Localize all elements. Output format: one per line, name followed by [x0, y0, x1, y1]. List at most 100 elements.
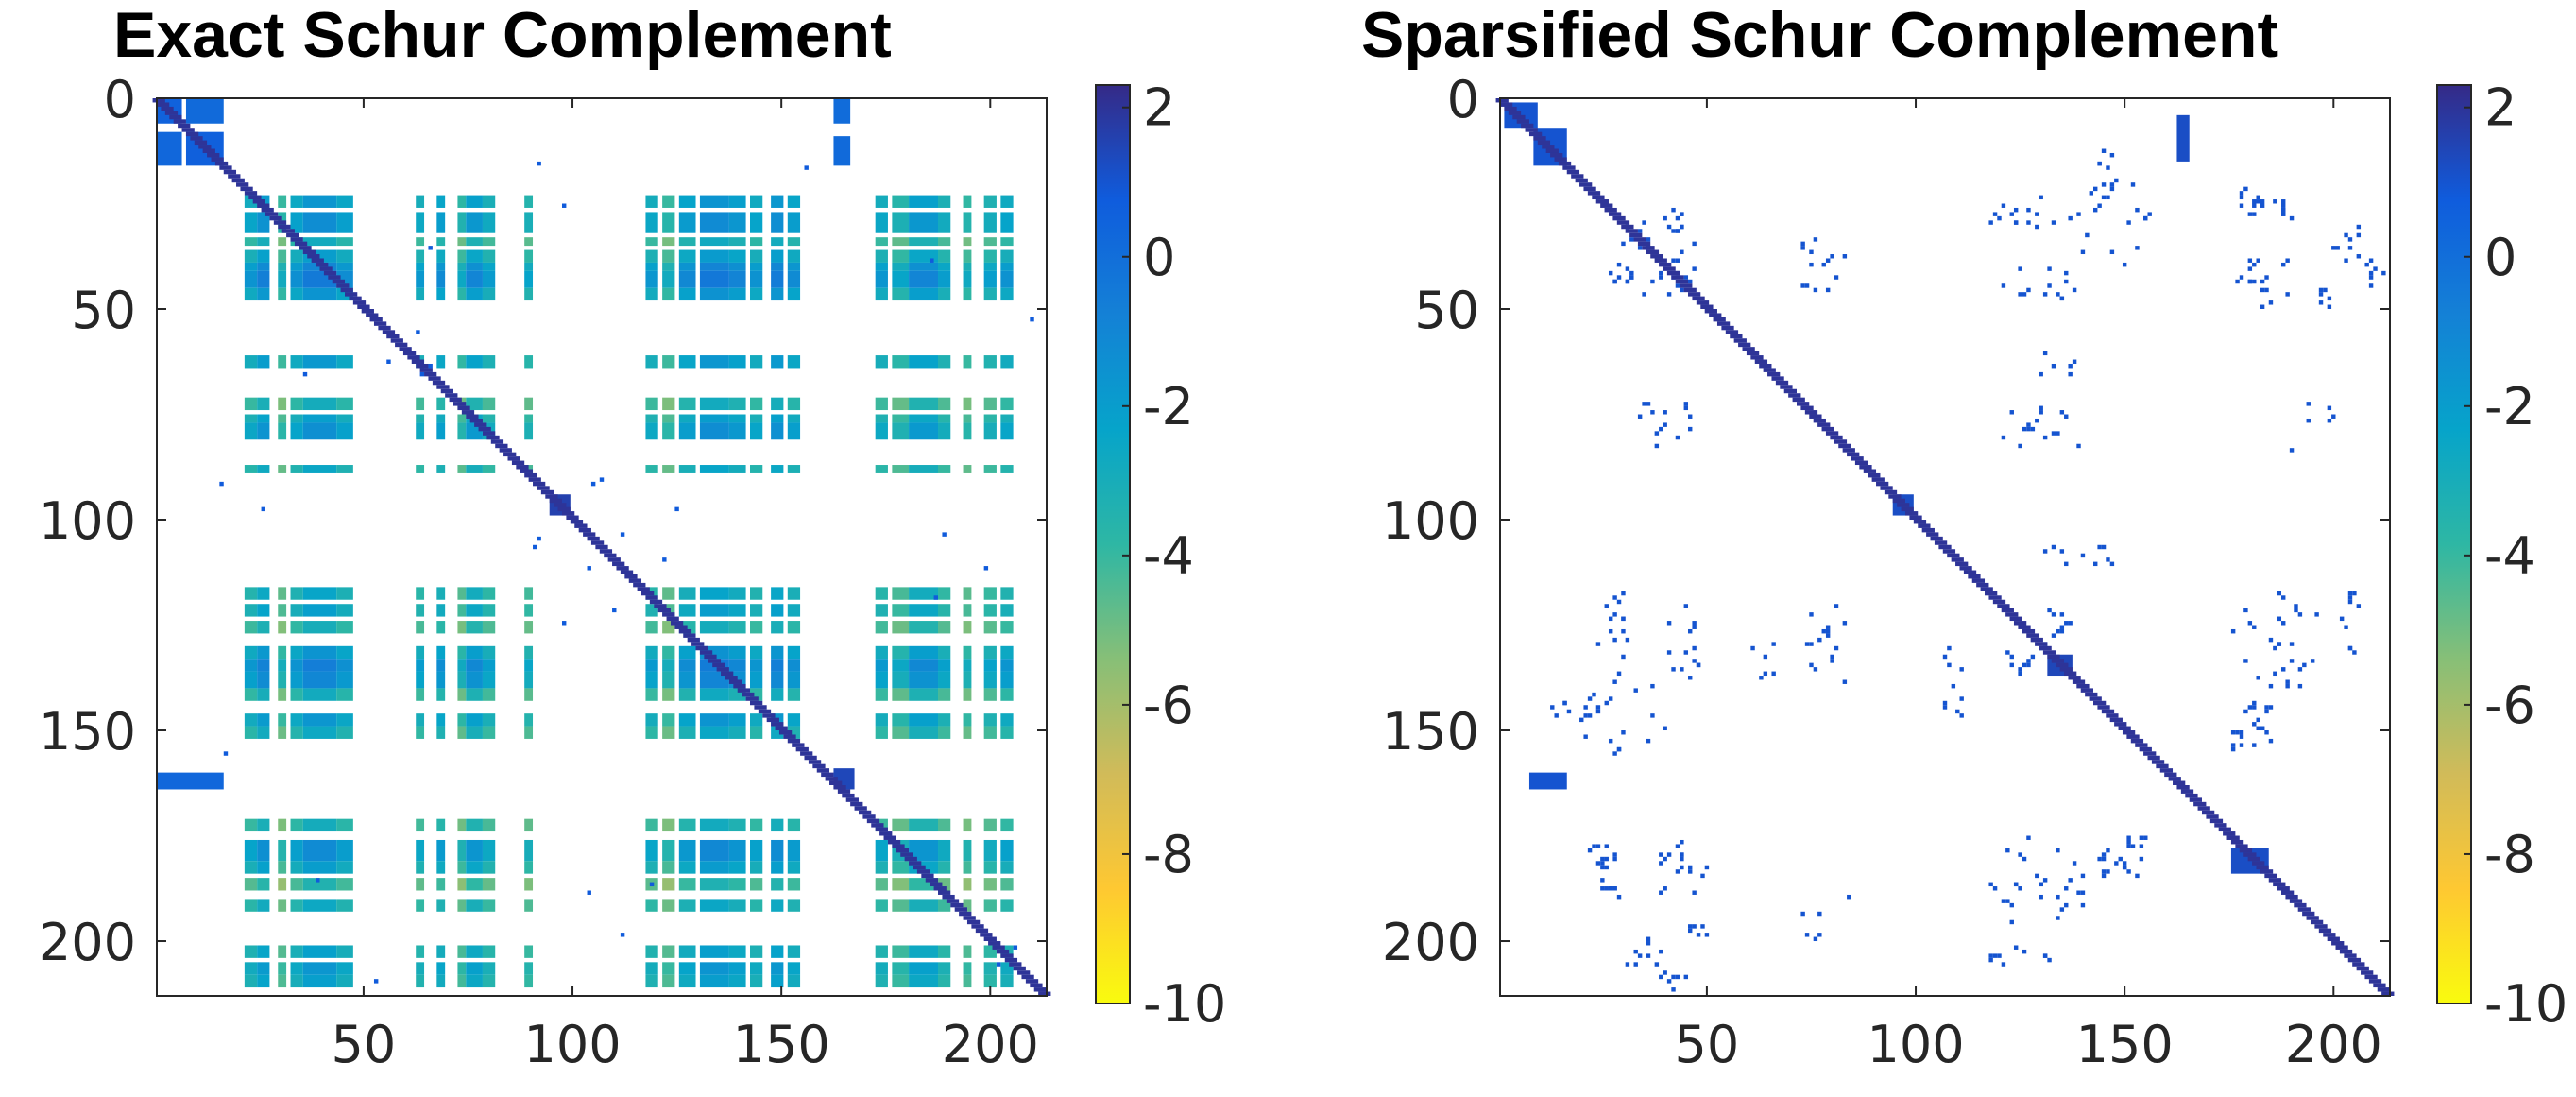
matrix-cell [278, 195, 287, 208]
matrix-diagonal [161, 106, 174, 111]
matrix-nonzero [1821, 628, 1826, 634]
matrix-cell [645, 899, 658, 912]
matrix-cell [257, 212, 270, 233]
matrix-cell [645, 621, 658, 634]
matrix-cell [244, 878, 258, 891]
matrix-cell [1000, 713, 1014, 727]
matrix-nonzero [2109, 249, 2115, 255]
matrix-diagonal [959, 911, 972, 917]
matrix-cell [983, 839, 997, 862]
matrix-cell [482, 671, 496, 689]
matrix-nonzero [1771, 642, 1776, 646]
matrix-diagonal [670, 621, 684, 626]
matrix-cell [457, 249, 467, 263]
matrix-diagonal [1009, 962, 1022, 967]
matrix-cell [787, 962, 801, 975]
matrix-diagonal [1713, 317, 1726, 322]
matrix-diagonal [2101, 709, 2115, 714]
matrix-diagonal [2035, 642, 2048, 646]
matrix-nonzero [2294, 608, 2298, 613]
matrix-cell [257, 262, 270, 271]
matrix-cell [257, 414, 270, 423]
matrix-diagonal [1963, 570, 1977, 574]
matrix-nonzero [1675, 215, 1680, 221]
matrix-diagonal [975, 928, 989, 934]
matrix-cell [302, 195, 337, 208]
matrix-cell [662, 422, 675, 440]
matrix-nonzero [2001, 435, 2006, 440]
matrix-diagonal [2135, 743, 2148, 747]
matrix-diagonal [2009, 616, 2022, 622]
matrix-cell [875, 587, 888, 600]
matrix-diagonal [837, 789, 851, 794]
matrix-diagonal [2243, 852, 2257, 857]
matrix-cell [257, 945, 270, 958]
matrix-nonzero [2039, 410, 2043, 415]
matrix-nonzero [2042, 292, 2048, 297]
matrix-diagonal [2273, 882, 2286, 887]
matrix-cell [875, 195, 888, 208]
matrix-nonzero [1759, 676, 1764, 680]
matrix-nonzero [2335, 246, 2340, 250]
matrix-cell [466, 237, 483, 247]
matrix-diagonal [357, 304, 370, 309]
matrix-cell [771, 414, 784, 423]
matrix-nonzero [1663, 726, 1667, 731]
matrix-cell [662, 861, 675, 874]
matrix-cell [457, 726, 467, 739]
matrix-cell [290, 945, 303, 958]
matrix-nonzero [2281, 262, 2286, 267]
matrix-diagonal [1646, 249, 1660, 255]
matrix-diagonal [352, 300, 367, 305]
matrix-cell [771, 604, 784, 617]
matrix-cell [699, 974, 729, 988]
matrix-diagonal [1942, 549, 1956, 554]
matrix-diagonal [2109, 717, 2123, 723]
matrix-cell [983, 861, 997, 874]
matrix-cell [482, 659, 496, 672]
matrix-cell [302, 688, 337, 701]
matrix-nonzero [2252, 203, 2257, 208]
matrix-diagonal [930, 882, 943, 887]
matrix-diagonal [1750, 355, 1764, 360]
matrix-cell [699, 249, 729, 263]
matrix-diagonal [286, 232, 299, 238]
matrix-diagonal [921, 873, 934, 879]
matrix-nonzero [1616, 894, 1622, 900]
matrix-cell [278, 587, 287, 600]
matrix-nonzero [2252, 722, 2257, 727]
matrix-cell [728, 212, 746, 233]
matrix-cell [482, 355, 496, 369]
matrix-nonzero [2260, 199, 2265, 204]
matrix-diagonal [486, 435, 500, 440]
matrix-cell [257, 355, 270, 369]
matrix-diagonal [1659, 262, 1672, 267]
matrix-diagonal [2344, 953, 2357, 958]
matrix-diagonal [1021, 974, 1034, 980]
matrix-nonzero [2064, 279, 2069, 284]
matrix-diagonal [657, 608, 671, 613]
matrix-cell [257, 422, 270, 440]
matrix-nonzero [1692, 266, 1697, 271]
matrix-nonzero [537, 161, 541, 166]
matrix-cell [482, 713, 496, 727]
matrix-diagonal [436, 385, 450, 389]
matrix-cell [678, 465, 696, 473]
matrix-nonzero [1692, 890, 1697, 895]
matrix-cell [482, 945, 496, 958]
matrix-cell [466, 945, 483, 958]
matrix-nonzero [2318, 287, 2324, 293]
y-tick-label: 50 [1414, 281, 1479, 340]
matrix-cell [436, 249, 446, 263]
matrix-nonzero [1587, 848, 1593, 853]
matrix-diagonal [1792, 397, 1805, 403]
matrix-diagonal [336, 283, 350, 288]
matrix-nonzero [1671, 974, 1676, 980]
matrix-nonzero [1800, 283, 1805, 288]
matrix-diagonal [1616, 220, 1630, 225]
matrix-nonzero [2042, 435, 2048, 440]
matrix-diagonal [1759, 363, 1772, 369]
matrix-diagonal [1000, 953, 1014, 958]
matrix-cell [750, 945, 763, 958]
matrix-nonzero [2072, 359, 2077, 364]
